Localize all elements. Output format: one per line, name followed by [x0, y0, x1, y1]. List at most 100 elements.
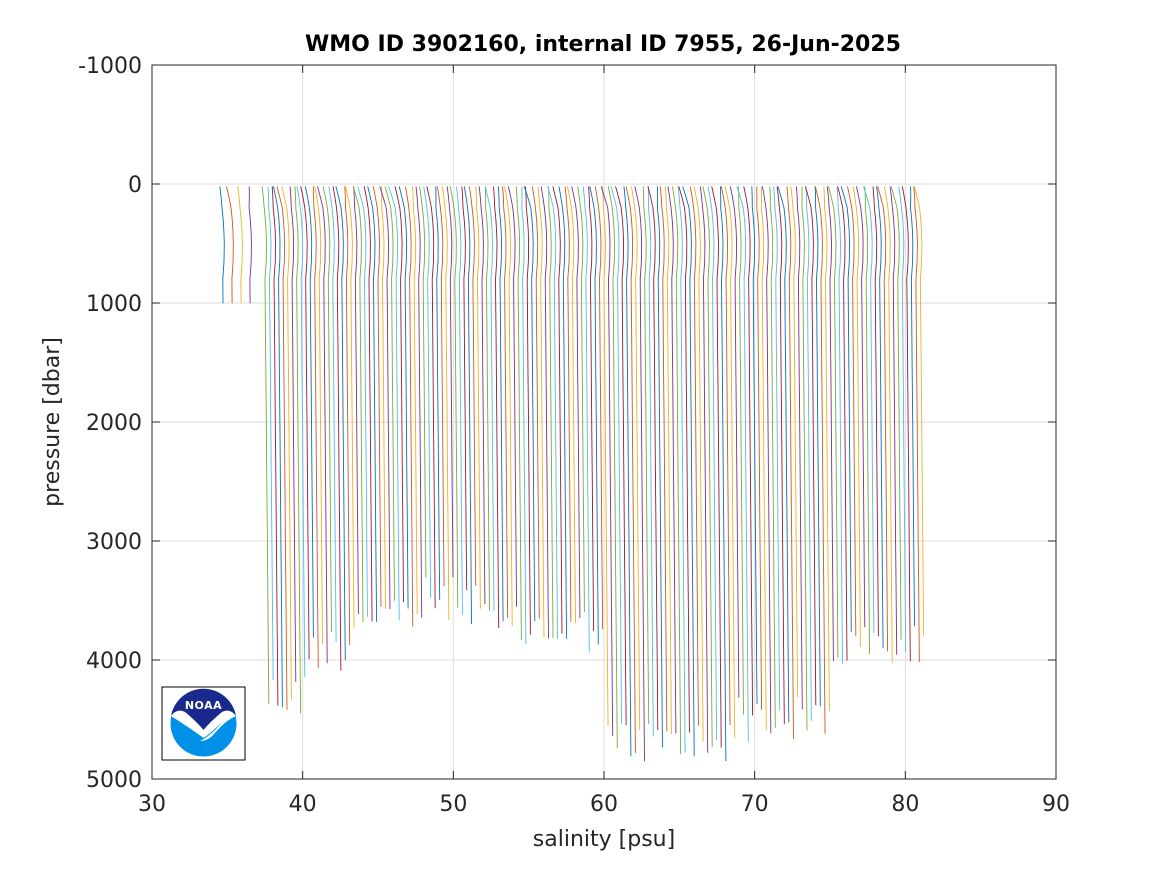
x-tick-label: 30: [138, 792, 166, 817]
profile-line: [497, 186, 504, 622]
profile-line: [864, 186, 870, 655]
profile-line: [300, 186, 310, 660]
profile-line: [589, 186, 599, 645]
chart-title: WMO ID 3902160, internal ID 7955, 26-Jun…: [305, 32, 901, 57]
profile-line: [314, 186, 323, 645]
profile-line: [656, 186, 663, 748]
profile-line: [398, 186, 409, 609]
profile-line: [558, 186, 568, 639]
profile-line: [281, 186, 292, 700]
profile-line: [720, 186, 731, 726]
profile-line: [678, 186, 690, 733]
profile-line: [357, 186, 368, 617]
profile-line: [876, 186, 884, 649]
profile-line: [261, 186, 270, 705]
profile-line: [847, 186, 857, 637]
profile-line: [272, 186, 283, 708]
profile-line: [363, 186, 373, 622]
profile-line: [367, 186, 378, 622]
profile-line: [769, 186, 776, 728]
x-tick-label: 70: [741, 792, 769, 817]
profile-line: [456, 186, 463, 616]
profiles: [219, 186, 925, 762]
profile-line: [719, 186, 727, 762]
profile-line: [426, 186, 436, 609]
profile-line: [384, 186, 395, 601]
profile-line: [552, 186, 563, 634]
profile-line: [724, 186, 736, 738]
profile-line: [677, 186, 686, 753]
logo-seagull-upper-icon: [171, 688, 236, 730]
profile-line: [777, 186, 790, 723]
profile-line: [493, 186, 500, 629]
profile-line: [548, 186, 554, 638]
profile-line: [671, 186, 682, 755]
profile-line: [823, 186, 830, 712]
profile-line: [837, 186, 848, 661]
profile-line: [913, 186, 925, 636]
profile-line: [540, 186, 549, 639]
profile-line: [889, 186, 898, 655]
profile-line: [294, 186, 302, 714]
profile-line: [699, 186, 709, 753]
profile-line: [647, 186, 654, 737]
profile-line: [898, 186, 907, 653]
profile-line: [423, 186, 432, 599]
profile-line: [776, 186, 785, 725]
y-axis-label: pressure [dbar]: [40, 337, 65, 507]
profile-line: [647, 186, 659, 731]
profile-line: [827, 186, 839, 658]
profile-line: [547, 186, 558, 639]
profile-line: [317, 186, 328, 664]
profile-line: [664, 186, 672, 735]
profile-line: [328, 186, 337, 643]
profile-line: [566, 186, 576, 624]
x-axis: 30 40 50 60 70 80 90: [138, 65, 1070, 817]
profile-line: [372, 186, 382, 607]
profile-line: [913, 186, 920, 663]
profile-line: [729, 186, 740, 698]
profile-line: [890, 186, 902, 640]
profile-line: [463, 186, 472, 625]
profile-line: [760, 186, 767, 730]
profile-line: [344, 186, 351, 646]
profile-line: [353, 186, 359, 615]
profile-line: [910, 186, 915, 627]
profile-line: [304, 186, 314, 638]
profile-line: [642, 186, 650, 724]
profile-line: [571, 186, 581, 619]
profile-line: [773, 186, 781, 711]
profile-line: [659, 186, 668, 732]
profile-line: [521, 186, 527, 645]
profile-line: [312, 186, 319, 668]
profile-line: [419, 186, 427, 578]
x-tick-label: 40: [289, 792, 317, 817]
profile-line: [335, 186, 346, 661]
profile-line: [484, 186, 495, 611]
profile-line: [826, 186, 834, 662]
profile-line: [634, 186, 645, 762]
profile-line: [711, 186, 722, 748]
profile-line: [332, 186, 342, 671]
profile-line: [381, 186, 386, 609]
profile-line: [582, 186, 590, 653]
profile-line: [461, 186, 468, 591]
profile-line: [756, 186, 763, 710]
profile-line: [276, 186, 288, 710]
logo-label: NOAA: [185, 699, 222, 712]
profile-line: [877, 186, 889, 652]
profile-line: [379, 186, 391, 610]
profile-line: [796, 186, 803, 710]
profile-line: [564, 186, 572, 622]
profile-line: [352, 186, 364, 622]
profile-line: [435, 186, 441, 600]
profile-line: [478, 186, 486, 604]
profile-line: [682, 186, 695, 757]
logo-seagull-icon: [171, 710, 236, 741]
profile-line: [226, 186, 234, 304]
profile-line: [289, 186, 297, 682]
profile-line: [901, 186, 911, 662]
profile-line: [615, 186, 627, 726]
y-axis: -1000 0 1000 2000 3000 4000 5000: [78, 54, 1056, 793]
profile-line: [761, 186, 772, 734]
